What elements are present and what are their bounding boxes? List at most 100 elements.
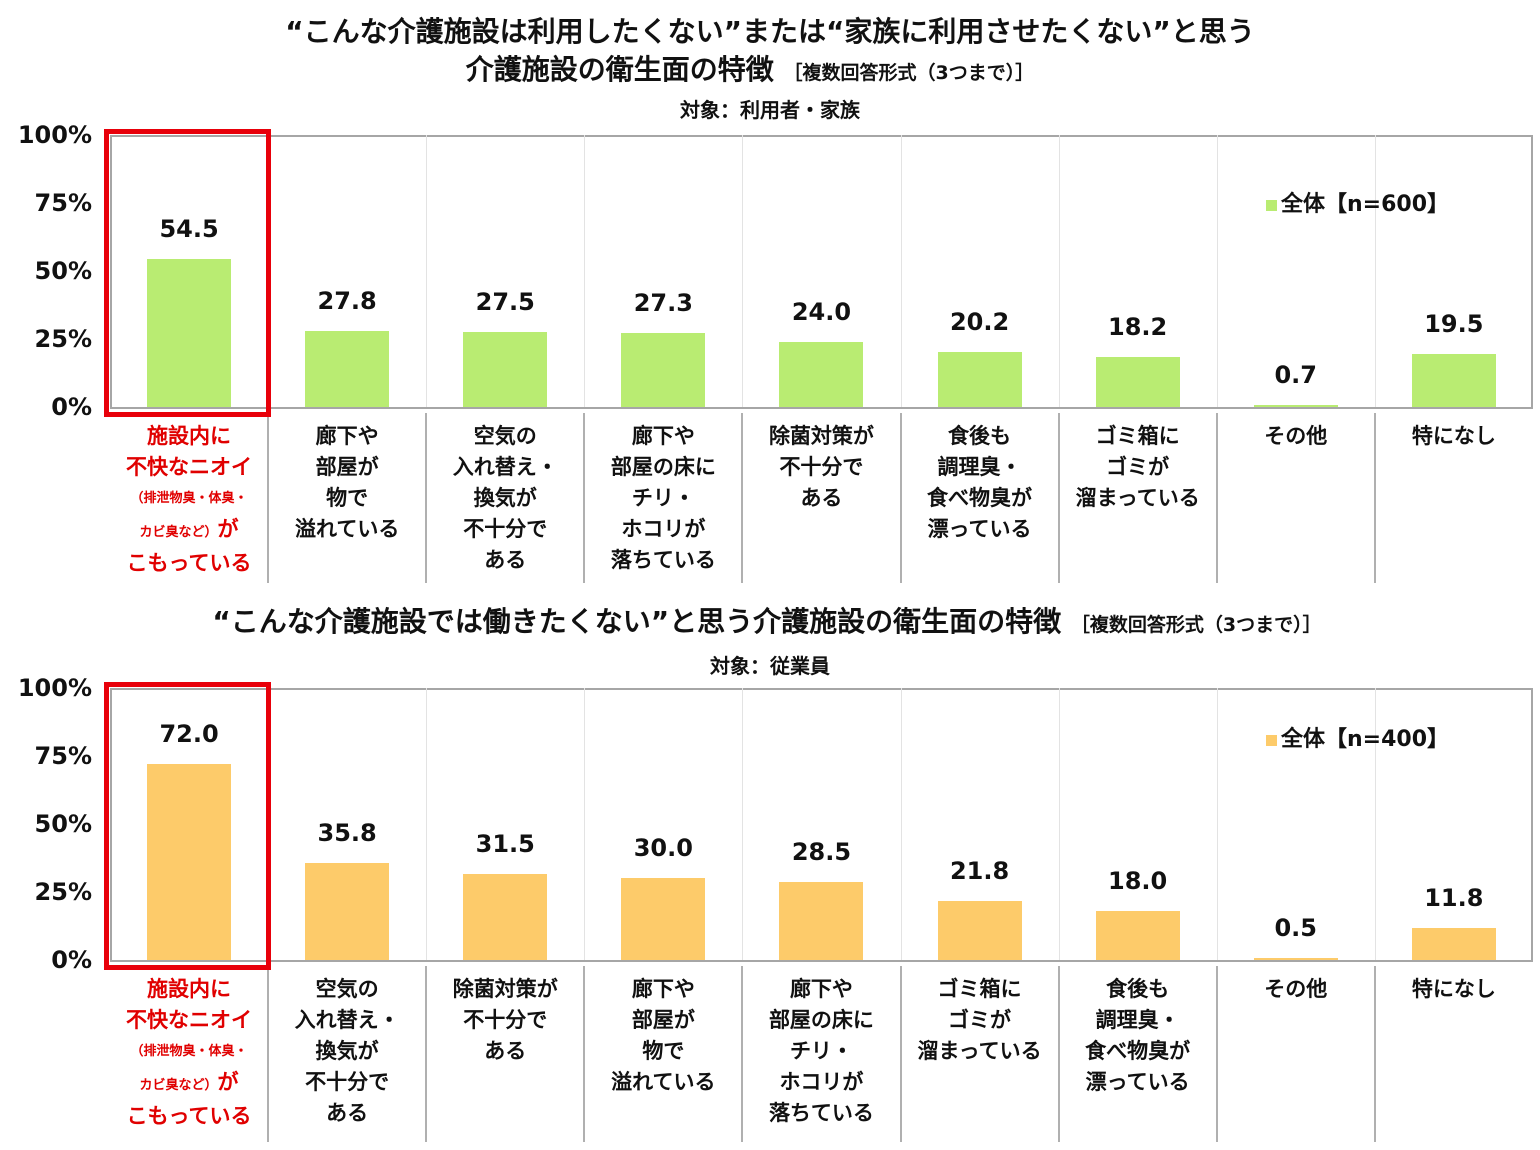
- legend-swatch-icon: [1266, 199, 1277, 211]
- gridline: [584, 135, 586, 407]
- gridline: [584, 688, 586, 960]
- data-label: 18.2: [1108, 313, 1168, 342]
- label-line: 廊下や: [631, 424, 695, 448]
- label-line: 部屋の床に: [768, 1008, 874, 1032]
- bar: [937, 900, 1022, 960]
- label-line: 不十分で: [779, 455, 864, 479]
- data-label: 19.5: [1424, 309, 1484, 338]
- gridline: [1058, 135, 1060, 407]
- bar: [147, 258, 232, 407]
- label-line: ある: [326, 1101, 369, 1125]
- legend-swatch-icon: [1266, 734, 1277, 746]
- data-label: 21.8: [949, 856, 1010, 885]
- label-line: 廊下や: [315, 424, 379, 448]
- label-line: 換気が: [473, 486, 537, 510]
- category-label: 施設内に 不快なニオイ （排泄物臭・体臭・ カビ臭など）が こもっている: [110, 974, 268, 1132]
- label-line: チリ・: [789, 1039, 853, 1063]
- label-line: 落ちている: [768, 1101, 874, 1125]
- label-line: 漂っている: [1085, 1070, 1190, 1094]
- category-label: 廊下や 部屋の床に チリ・ ホコリが 落ちている: [742, 974, 900, 1129]
- gridline: [1374, 135, 1376, 407]
- label-line: その他: [1264, 424, 1328, 448]
- bar: [1411, 927, 1496, 960]
- y-tick-label: 25%: [34, 878, 92, 906]
- gridline: [1216, 135, 1218, 407]
- category-separator: [741, 966, 744, 1142]
- data-label: 72.0: [159, 720, 219, 749]
- category-label: その他: [1217, 421, 1375, 452]
- category-separator: [899, 413, 902, 583]
- category-separator: [583, 413, 586, 583]
- label-line: 溢れている: [611, 1070, 716, 1094]
- label-line: ホコリが: [621, 517, 706, 541]
- label-line: こもっている: [126, 551, 252, 575]
- bar: [463, 874, 548, 960]
- category-label: 空気の 入れ替え・ 換気が 不十分で ある: [268, 974, 426, 1129]
- label-line: 不快なニオイ: [126, 1008, 253, 1032]
- gridline: [1058, 688, 1060, 960]
- category-label: 施設内に 不快なニオイ （排泄物臭・体臭・ カビ臭など）が こもっている: [110, 421, 268, 579]
- category-label: 除菌対策が 不十分で ある: [426, 974, 584, 1067]
- label-line: 部屋が: [315, 455, 379, 479]
- data-label: 20.2: [949, 308, 1010, 337]
- gridline: [426, 688, 428, 960]
- label-part: が: [217, 1070, 239, 1094]
- label-line: 食後も: [948, 424, 1012, 448]
- bar: [305, 331, 390, 407]
- category-label: 廊下や 部屋が 物で 溢れている: [584, 974, 742, 1098]
- y-tick-label: 50%: [34, 810, 92, 838]
- label-line: 施設内に: [147, 977, 232, 1001]
- bar: [1411, 353, 1496, 407]
- label-line: チリ・: [631, 486, 695, 510]
- label-line: こもっている: [126, 1104, 252, 1128]
- bottom-title: “こんな介護施設では働きたくない”と思う介護施設の衛生面の特徴: [212, 605, 1062, 638]
- data-label: 27.3: [633, 288, 693, 317]
- bottom-subtitle: ［複数回答形式（3つまで）］: [1070, 614, 1322, 636]
- y-tick-label: 100%: [17, 121, 92, 149]
- plot-area: [110, 135, 1533, 409]
- label-line: カビ臭など）が: [110, 514, 268, 548]
- category-separator: [1373, 413, 1376, 583]
- bar: [1253, 958, 1338, 960]
- data-label: 31.5: [475, 830, 535, 859]
- data-label: 24.0: [791, 297, 852, 326]
- label-line: 換気が: [315, 1039, 379, 1063]
- category-label: ゴミ箱に ゴミが 溜まっている: [1059, 421, 1217, 514]
- category-label: 特になし: [1375, 421, 1533, 452]
- label-line: 食べ物臭が: [1085, 1039, 1191, 1063]
- data-label: 18.0: [1108, 867, 1168, 896]
- label-line: （排泄物臭・体臭・: [130, 491, 248, 506]
- label-line: 廊下や: [631, 977, 695, 1001]
- category-label: 除菌対策が 不十分で ある: [742, 421, 900, 514]
- bar: [621, 878, 706, 960]
- data-label: 30.0: [633, 834, 693, 863]
- label-line: 空気の: [473, 424, 537, 448]
- gridline: [742, 688, 744, 960]
- data-label: 54.5: [159, 214, 219, 243]
- gridline: [1374, 688, 1376, 960]
- highlight-box: [104, 682, 271, 970]
- label-line: ゴミが: [948, 1008, 1012, 1032]
- category-separator: [741, 413, 744, 583]
- y-tick-label: 50%: [34, 257, 92, 285]
- label-line: ゴミ箱に: [937, 977, 1022, 1001]
- label-line: カビ臭など）が: [110, 1067, 268, 1101]
- bar: [1095, 911, 1180, 960]
- label-line: 食べ物臭が: [927, 486, 1033, 510]
- label-line: 不十分で: [463, 517, 548, 541]
- label-line: 溜まっている: [1075, 486, 1200, 510]
- label-line: 不十分で: [305, 1070, 390, 1094]
- category-label: 食後も 調理臭・ 食べ物臭が 漂っている: [901, 421, 1059, 545]
- label-line: ホコリが: [779, 1070, 864, 1094]
- bar: [621, 332, 706, 407]
- category-separator: [1057, 966, 1060, 1142]
- label-part: が: [217, 517, 239, 541]
- label-part: カビ臭など）: [139, 525, 218, 540]
- legend-label: 全体【n=600】: [1281, 192, 1450, 217]
- bar: [147, 764, 232, 960]
- category-label: 特になし: [1375, 974, 1533, 1005]
- y-tick-label: 0%: [51, 393, 92, 421]
- category-separator: [1215, 413, 1218, 583]
- bottom-target: 対象：従業員: [710, 654, 830, 678]
- label-line: ゴミが: [1106, 455, 1170, 479]
